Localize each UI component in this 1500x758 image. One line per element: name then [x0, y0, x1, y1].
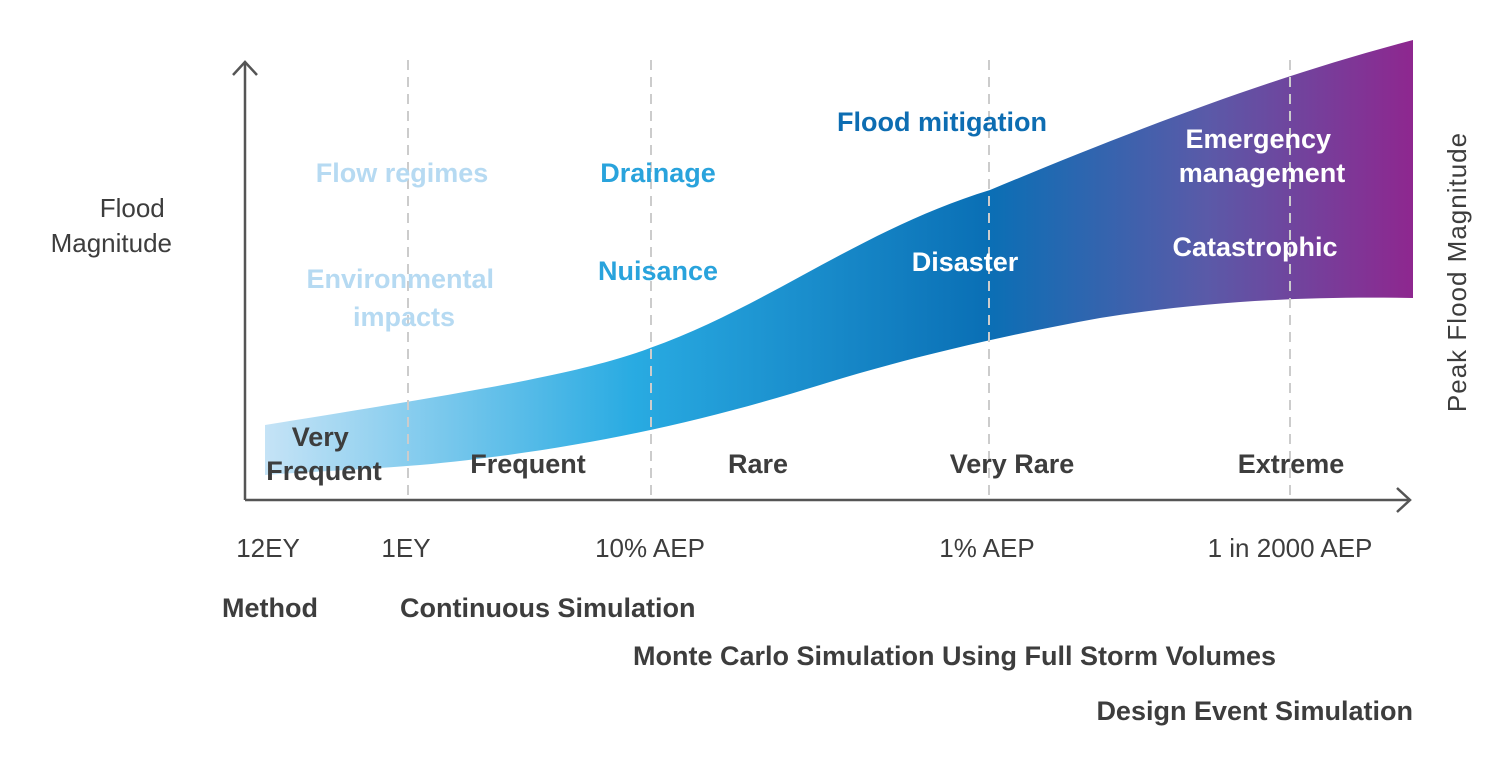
impact-environmental-impacts: Environmental impacts — [306, 264, 501, 332]
y-axis-label-line-1: Flood — [100, 193, 165, 223]
divider-label-12ey: 12EY — [236, 533, 300, 563]
y-axis-label-line-2: Magnitude — [51, 228, 172, 258]
divider-label-1ey: 1EY — [381, 533, 430, 563]
method-monte-carlo-simulation: Monte Carlo Simulation Using Full Storm … — [633, 641, 1276, 671]
event-class-extreme: Extreme — [1238, 449, 1345, 479]
divider-lines — [407, 60, 1291, 500]
method-continuous-simulation: Continuous Simulation — [400, 593, 695, 623]
event-class-labels: Very Frequent Frequent Rare Very Rare Ex… — [266, 422, 1344, 486]
divider-label-10-aep: 10% AEP — [595, 533, 705, 563]
impact-drainage: Drainage — [600, 158, 716, 188]
event-class-very-frequent: Very Frequent — [266, 422, 382, 486]
event-class-very-rare: Very Rare — [950, 449, 1075, 479]
y-axis-arrow — [232, 60, 258, 76]
impact-catastrophic: Catastrophic — [1172, 232, 1337, 262]
y-axis-label: Flood Magnitude — [51, 193, 172, 258]
divider-label-1-aep: 1% AEP — [939, 533, 1034, 563]
right-axis-label: Peak Flood Magnitude — [1442, 132, 1472, 412]
impact-disaster: Disaster — [912, 247, 1019, 277]
divider-labels: 12EY 1EY 10% AEP 1% AEP 1 in 2000 AEP — [236, 533, 1372, 563]
impact-flow-regimes: Flow regimes — [316, 158, 489, 188]
impact-emergency-management: Emergency management — [1179, 124, 1346, 188]
methods: Method Continuous Simulation Monte Carlo… — [222, 593, 1413, 726]
impact-labels: Flow regimes Environmental impacts Drain… — [306, 107, 1345, 332]
divider-label-1-in-2000-aep: 1 in 2000 AEP — [1208, 533, 1373, 563]
impact-flood-mitigation: Flood mitigation — [837, 107, 1047, 137]
x-axis-arrow — [1396, 487, 1412, 513]
flood-magnitude-band — [265, 40, 1413, 475]
event-class-frequent: Frequent — [470, 449, 586, 479]
event-class-rare: Rare — [728, 449, 788, 479]
method-design-event-simulation: Design Event Simulation — [1096, 696, 1413, 726]
impact-nuisance: Nuisance — [598, 256, 718, 286]
axes — [232, 60, 1412, 513]
method-label: Method — [222, 593, 318, 623]
